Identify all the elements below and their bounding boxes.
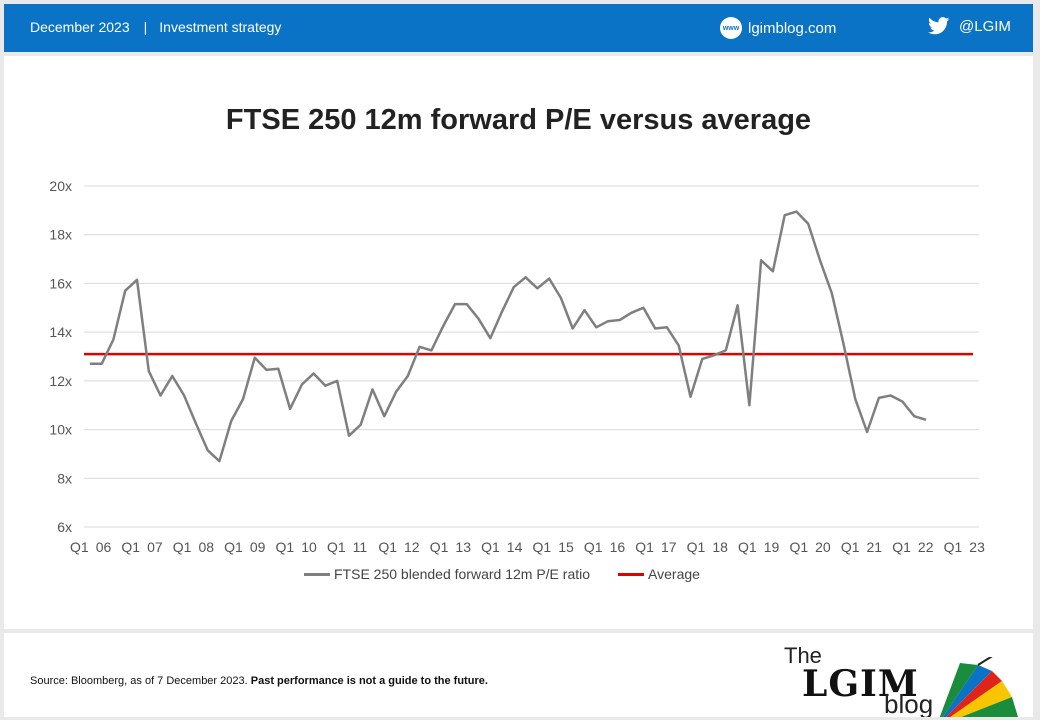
section-name: Investment strategy — [159, 19, 282, 35]
legend-swatch-average — [618, 572, 645, 576]
x-tick-label: Q1 — [378, 539, 397, 555]
x-tick-label: 21 — [867, 539, 883, 555]
x-tick-label: 14 — [507, 539, 523, 555]
x-tick-label: Q1 — [533, 539, 552, 555]
y-tick-label: 8x — [57, 470, 72, 486]
x-tick-label: 20 — [815, 539, 831, 555]
x-tick-label: 07 — [147, 539, 163, 555]
twitter-bird-icon — [928, 17, 950, 35]
x-tick-label: Q1 — [70, 539, 89, 555]
logo-the: The — [784, 643, 822, 668]
x-tick-label: 10 — [301, 539, 317, 555]
y-tick-label: 20x — [49, 178, 72, 194]
x-tick-label: 23 — [969, 539, 985, 555]
website-link[interactable]: www lgimblog.com — [720, 17, 836, 39]
twitter-handle: @LGIM — [959, 17, 1011, 35]
chart-title: FTSE 250 12m forward P/E versus average — [225, 104, 812, 136]
www-globe-icon: www — [720, 17, 742, 39]
legend-swatch-pe — [304, 572, 330, 576]
header-bar: December 2023 | Investment strategy www lg… — [4, 4, 1033, 52]
logo-blog: blog — [884, 689, 934, 717]
chart-legend: FTSE 250 blended forward 12m P/E ratio A… — [304, 566, 728, 582]
umbrella-logo-icon — [939, 657, 1018, 717]
chart-panel: FTSE 250 12m forward P/E versus average … — [4, 56, 1033, 629]
x-tick-label: Q1 — [892, 539, 911, 555]
x-tick-label: 08 — [198, 539, 214, 555]
x-tick-label: 11 — [353, 539, 368, 555]
x-tick-label: Q1 — [738, 539, 757, 555]
source-text: Source: Bloomberg, as of 7 December 2023… — [30, 675, 248, 687]
x-tick-label: 16 — [610, 539, 626, 555]
x-tick-label: Q1 — [789, 539, 808, 555]
line-chart: 6x 8x 10x 12x 14x 16x 18x 20x Q1 06 Q1 07 Q1 08 Q1 09 Q1… — [49, 178, 985, 555]
y-tick-label: 18x — [49, 227, 72, 243]
x-tick-label: Q1 — [430, 539, 449, 555]
legend-label-pe: FTSE 250 blended forward 12m P/E ratio — [334, 566, 591, 582]
website-label: lgimblog.com — [748, 19, 837, 37]
lgim-blog-logo: The LGIM blog — [784, 641, 1024, 717]
disclaimer-text: Past performance is not a guide to the f… — [250, 675, 488, 687]
x-tick-label: 15 — [558, 539, 574, 555]
legend-item-pe: FTSE 250 blended forward 12m P/E ratio — [304, 566, 590, 582]
x-tick-label: Q1 — [584, 539, 603, 555]
x-tick-label: Q1 — [687, 539, 706, 555]
y-tick-label: 16x — [49, 275, 72, 291]
legend-label-average: Average — [648, 566, 700, 582]
y-tick-label: 6x — [57, 519, 72, 535]
source-note: Source: Bloomberg, as of 7 December 2023… — [30, 675, 488, 687]
x-tick-label: 19 — [764, 539, 780, 555]
header-separator: | — [143, 19, 148, 35]
x-tick-label: 06 — [96, 539, 112, 555]
x-tick-label: 22 — [918, 539, 934, 555]
x-tick-label: Q1 — [224, 539, 243, 555]
logo-lgim: LGIM — [802, 663, 919, 705]
legend-item-average: Average — [618, 566, 700, 582]
pe-ratio-series-line — [89, 210, 927, 463]
y-tick-label: 14x — [49, 324, 72, 340]
x-tick-label: Q1 — [944, 539, 963, 555]
y-tick-label: 10x — [49, 422, 72, 438]
x-tick-label: Q1 — [481, 539, 500, 555]
x-tick-label: 09 — [250, 539, 266, 555]
x-tick-label: Q1 — [173, 539, 192, 555]
x-tick-label: Q1 — [841, 539, 860, 555]
x-tick-label: Q1 — [121, 539, 140, 555]
footer: Source: Bloomberg, as of 7 December 2023… — [4, 633, 1033, 717]
x-tick-label: 17 — [661, 539, 677, 555]
x-tick-label: 12 — [404, 539, 420, 555]
x-tick-label: Q1 — [327, 539, 346, 555]
publication-date: December 2023 — [30, 19, 130, 35]
y-tick-label: 12x — [49, 373, 72, 389]
x-tick-label: 18 — [712, 539, 728, 555]
twitter-link[interactable]: @LGIM — [928, 17, 1011, 35]
x-tick-label: 13 — [455, 539, 471, 555]
x-tick-label: Q1 — [276, 539, 295, 555]
header-meta: December 2023 | Investment strategy — [30, 19, 281, 35]
x-tick-label: Q1 — [635, 539, 654, 555]
